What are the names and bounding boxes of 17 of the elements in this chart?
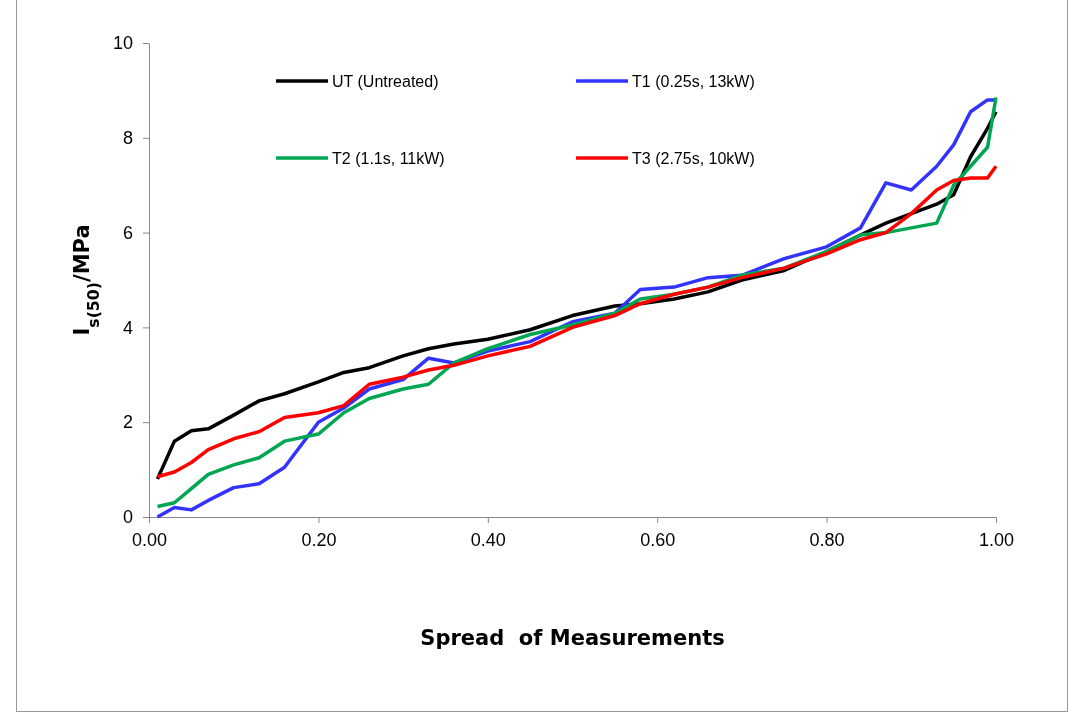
y-tick-label: 10 [112, 33, 133, 54]
x-tick-label: 1.00 [978, 529, 1015, 550]
x-tick-label: 0.80 [809, 529, 845, 550]
y-tick-label: 6 [122, 222, 133, 243]
x-tick-label: 0.40 [470, 529, 506, 550]
x-axis-title: Spread of Measurements [420, 626, 725, 650]
y-tick-label: 4 [122, 317, 133, 338]
legend-label: T2 (1.1s, 11kW) [332, 149, 445, 167]
y-tick-label: 2 [122, 412, 133, 433]
legend-label: UT (Untreated) [332, 72, 439, 90]
legend-label: T3 (2.75s, 10kW) [632, 149, 755, 167]
y-tick-label: 8 [122, 128, 133, 149]
y-tick-label: 0 [122, 507, 133, 528]
x-tick-label: 0.60 [640, 529, 676, 550]
x-tick-label: 0.00 [131, 529, 168, 550]
legend-label: T1 (0.25s, 13kW) [632, 72, 755, 90]
x-tick-label: 0.20 [301, 529, 337, 550]
